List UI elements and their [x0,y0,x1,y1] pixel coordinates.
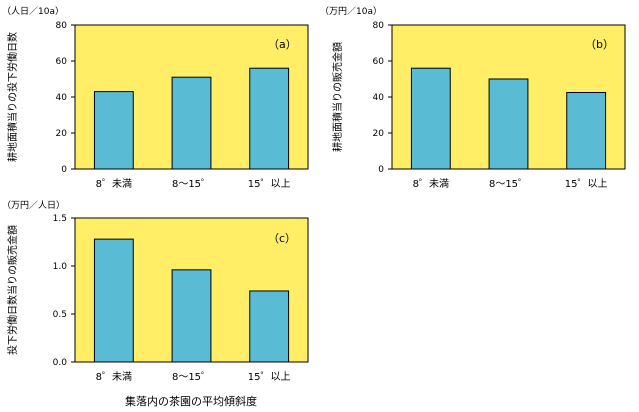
x-tick-label-b: 15゜以上 [565,178,608,190]
y-ticks-a: 0 20 40 60 80 [56,21,75,175]
bars-b [410,67,607,170]
bar-c-2 [171,269,212,363]
y-axis-title-b: 耕地面積当りの販売金額 [331,42,344,152]
bar-b-3 [566,92,607,170]
y-ticks-c: 0.0 0.5 1.0 1.5 [53,214,75,368]
y-axis-title-a: 耕地面積当りの投下労働日数 [6,32,19,162]
x-tick-label-c: 8゜未満 [96,371,132,383]
y-tick-label-c: 1.0 [53,262,68,272]
unit-label-a: （人日／10a） [2,6,64,17]
x-tick-label-c: 8～15゜ [172,371,211,383]
y-tick-label-a: 0 [61,165,67,175]
y-tick-label-b: 40 [373,93,385,103]
x-tick-label-c: 15゜以上 [248,371,291,383]
unit-label-b: （万円／10a） [320,6,382,17]
chart-panel-a: （人日／10a） （a） 耕地面積当りの投下労働日数 0 20 40 60 80 8゜未… [2,6,309,190]
x-tick-label-a: 8゜未満 [96,178,132,190]
y-tick-label-a: 40 [56,93,68,103]
bar-c-3 [249,290,290,363]
y-tick-label-b: 60 [373,57,385,67]
x-tick-label-a: 8～15゜ [172,178,211,190]
x-tick-label-b: 8～15゜ [489,178,528,190]
bars-c [93,238,290,363]
x-tick-label-b: 8゜未満 [413,178,449,190]
y-tick-label-a: 60 [56,57,68,67]
y-axis-title-c: 投下労働日数当りの販売金額 [6,225,19,355]
chart-panel-c: （万円／人日） （c） 投下労働日数当りの販売金額 0.0 0.5 1.0 1.5 8… [2,200,309,383]
bar-b-2 [488,78,529,170]
panel-label-c: （c） [268,232,296,245]
y-ticks-b: 0 20 40 60 80 [373,21,392,175]
panel-label-b: （b） [585,38,614,51]
y-tick-label-c: 0.5 [53,310,67,320]
x-ticks-c: 8゜未満 8～15゜ 15゜以上 [96,371,291,383]
y-tick-label-a: 80 [56,21,68,31]
y-tick-label-c: 1.5 [53,214,67,224]
bar-b-1 [410,67,451,170]
bars-a [93,67,290,170]
x-ticks-b: 8゜未満 8～15゜ 15゜以上 [413,178,608,190]
x-tick-label-a: 15゜以上 [248,178,291,190]
bar-a-2 [171,76,212,170]
unit-label-c: （万円／人日） [2,200,65,211]
bar-a-1 [93,91,134,170]
bar-c-1 [93,238,134,363]
y-tick-label-b: 0 [378,165,384,175]
y-tick-label-b: 80 [373,21,385,31]
bar-a-3 [249,67,290,170]
x-axis-title: 集落内の茶園の平均傾斜度 [125,394,257,408]
y-tick-label-a: 20 [56,129,68,139]
panel-label-a: （a） [268,38,297,51]
x-ticks-a: 8゜未満 8～15゜ 15゜以上 [96,178,291,190]
y-tick-label-b: 20 [373,129,385,139]
y-tick-label-c: 0.0 [53,358,68,368]
